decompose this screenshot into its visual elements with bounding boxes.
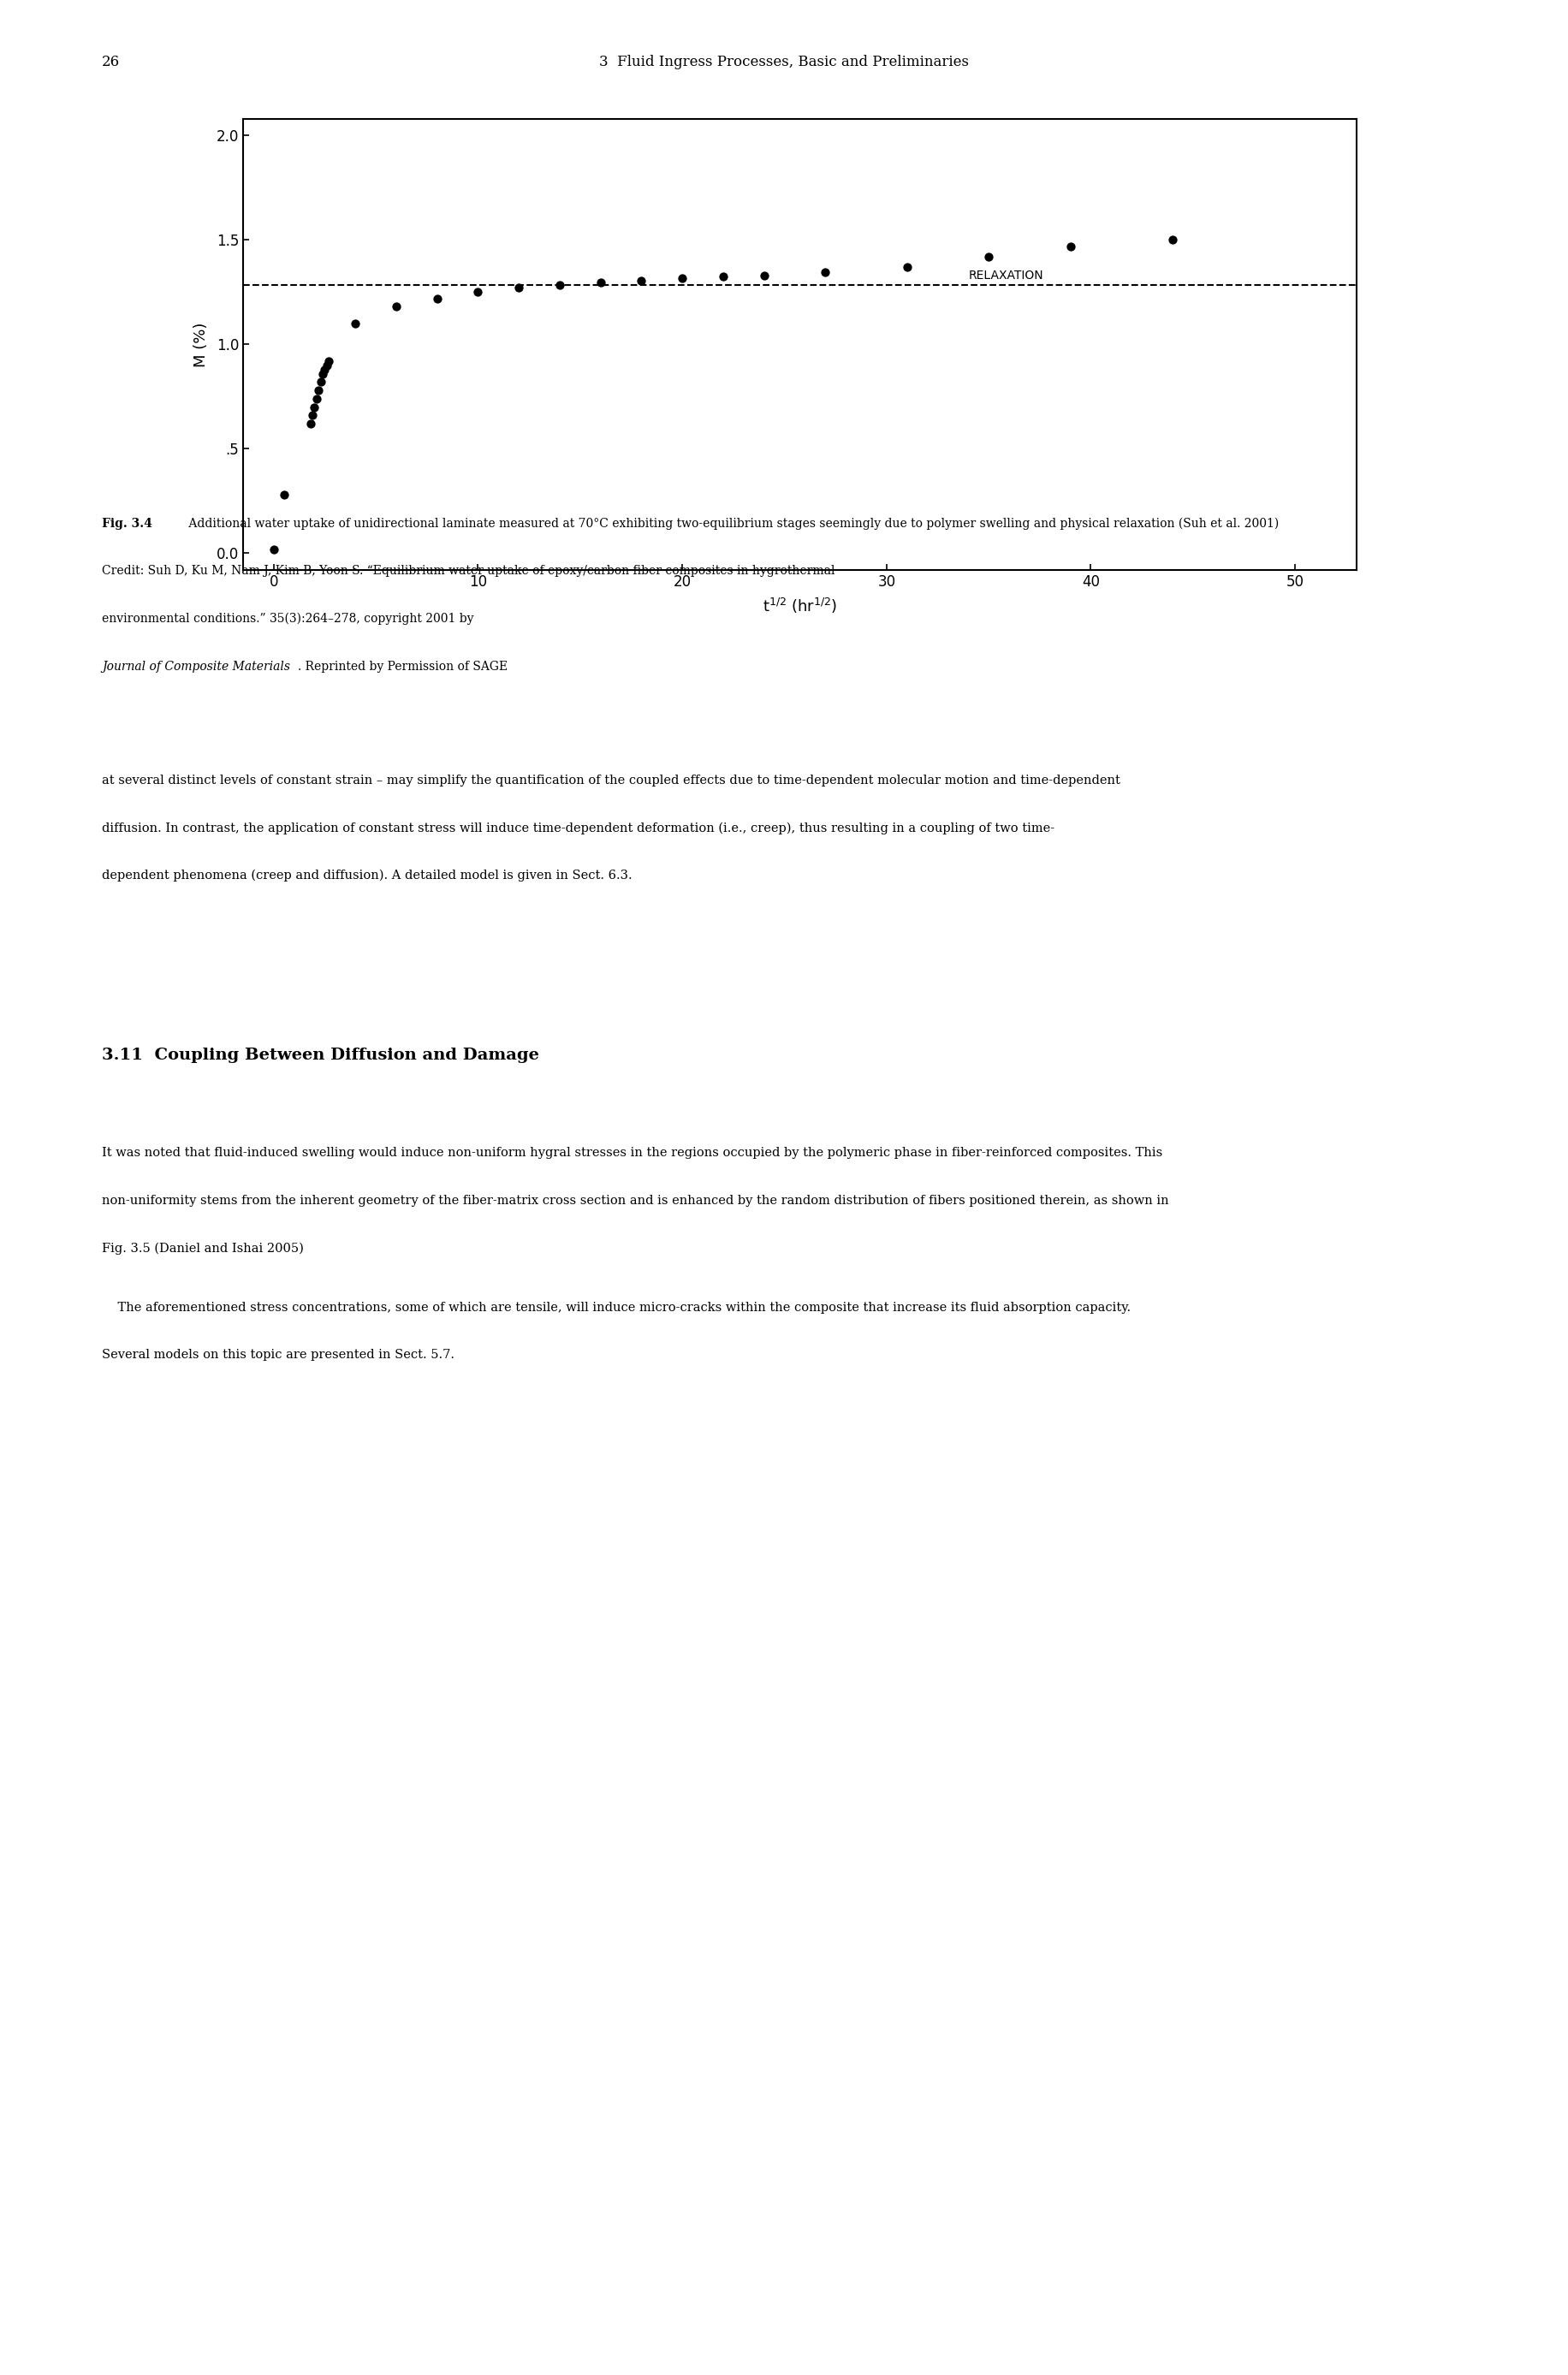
Text: RELAXATION: RELAXATION — [967, 271, 1043, 283]
Point — [547, 266, 572, 304]
Point — [710, 256, 735, 294]
X-axis label: t$^{1/2}$ (hr$^{1/2}$): t$^{1/2}$ (hr$^{1/2}$) — [762, 596, 837, 615]
Point — [751, 256, 776, 294]
Text: . Reprinted by Permission of SAGE: . Reprinted by Permission of SAGE — [298, 660, 508, 672]
Text: The aforementioned stress concentrations, some of which are tensile, will induce: The aforementioned stress concentrations… — [102, 1302, 1131, 1313]
Y-axis label: M (%): M (%) — [194, 323, 209, 366]
Text: Journal of Composite Materials: Journal of Composite Materials — [102, 660, 290, 672]
Point — [629, 261, 654, 299]
Text: 3  Fluid Ingress Processes, Basic and Preliminaries: 3 Fluid Ingress Processes, Basic and Pre… — [599, 55, 969, 69]
Text: Credit: Suh D, Ku M, Nam J, Kim B, Yoon S. “Equilibrium water uptake of epoxy/ca: Credit: Suh D, Ku M, Nam J, Kim B, Yoon … — [102, 565, 836, 577]
Text: 3.11  Coupling Between Diffusion and Damage: 3.11 Coupling Between Diffusion and Dama… — [102, 1047, 539, 1064]
Text: Fig. 3.5 (Daniel and Ishai 2005): Fig. 3.5 (Daniel and Ishai 2005) — [102, 1242, 304, 1254]
Point — [309, 363, 334, 401]
Point — [306, 370, 331, 408]
Point — [812, 254, 837, 292]
Point — [312, 352, 337, 390]
Text: non-uniformity stems from the inherent geometry of the fiber-matrix cross sectio: non-uniformity stems from the inherent g… — [102, 1195, 1168, 1206]
Point — [298, 404, 323, 442]
Point — [588, 264, 613, 302]
Text: dependent phenomena (creep and diffusion). A detailed model is given in Sect. 6.: dependent phenomena (creep and diffusion… — [102, 869, 632, 881]
Point — [303, 387, 328, 425]
Point — [894, 247, 919, 285]
Point — [299, 397, 325, 435]
Point — [271, 475, 296, 513]
Point — [506, 268, 532, 306]
Text: environmental conditions.” 35(3):264–278, copyright 2001 by: environmental conditions.” 35(3):264–278… — [102, 613, 474, 625]
Point — [1160, 221, 1185, 259]
Text: at several distinct levels of constant strain – may simplify the quantification : at several distinct levels of constant s… — [102, 774, 1120, 786]
Point — [466, 273, 491, 311]
Text: diffusion. In contrast, the application of constant stress will induce time-depe: diffusion. In contrast, the application … — [102, 822, 1055, 834]
Text: Fig. 3.4: Fig. 3.4 — [102, 518, 152, 530]
Point — [304, 380, 329, 418]
Text: Several models on this topic are presented in Sect. 5.7.: Several models on this topic are present… — [102, 1349, 455, 1361]
Text: It was noted that fluid-induced swelling would induce non-uniform hygral stresse: It was noted that fluid-induced swelling… — [102, 1147, 1162, 1159]
Point — [310, 354, 336, 392]
Point — [384, 287, 409, 325]
Text: Additional water uptake of unidirectional laminate measured at 70°C exhibiting t: Additional water uptake of unidirectiona… — [185, 518, 1279, 530]
Point — [314, 347, 339, 385]
Point — [670, 259, 695, 297]
Point — [1058, 228, 1083, 266]
Point — [425, 280, 450, 318]
Point — [262, 530, 287, 568]
Point — [317, 342, 342, 380]
Point — [343, 304, 368, 342]
Text: 26: 26 — [102, 55, 121, 69]
Point — [977, 238, 1002, 276]
